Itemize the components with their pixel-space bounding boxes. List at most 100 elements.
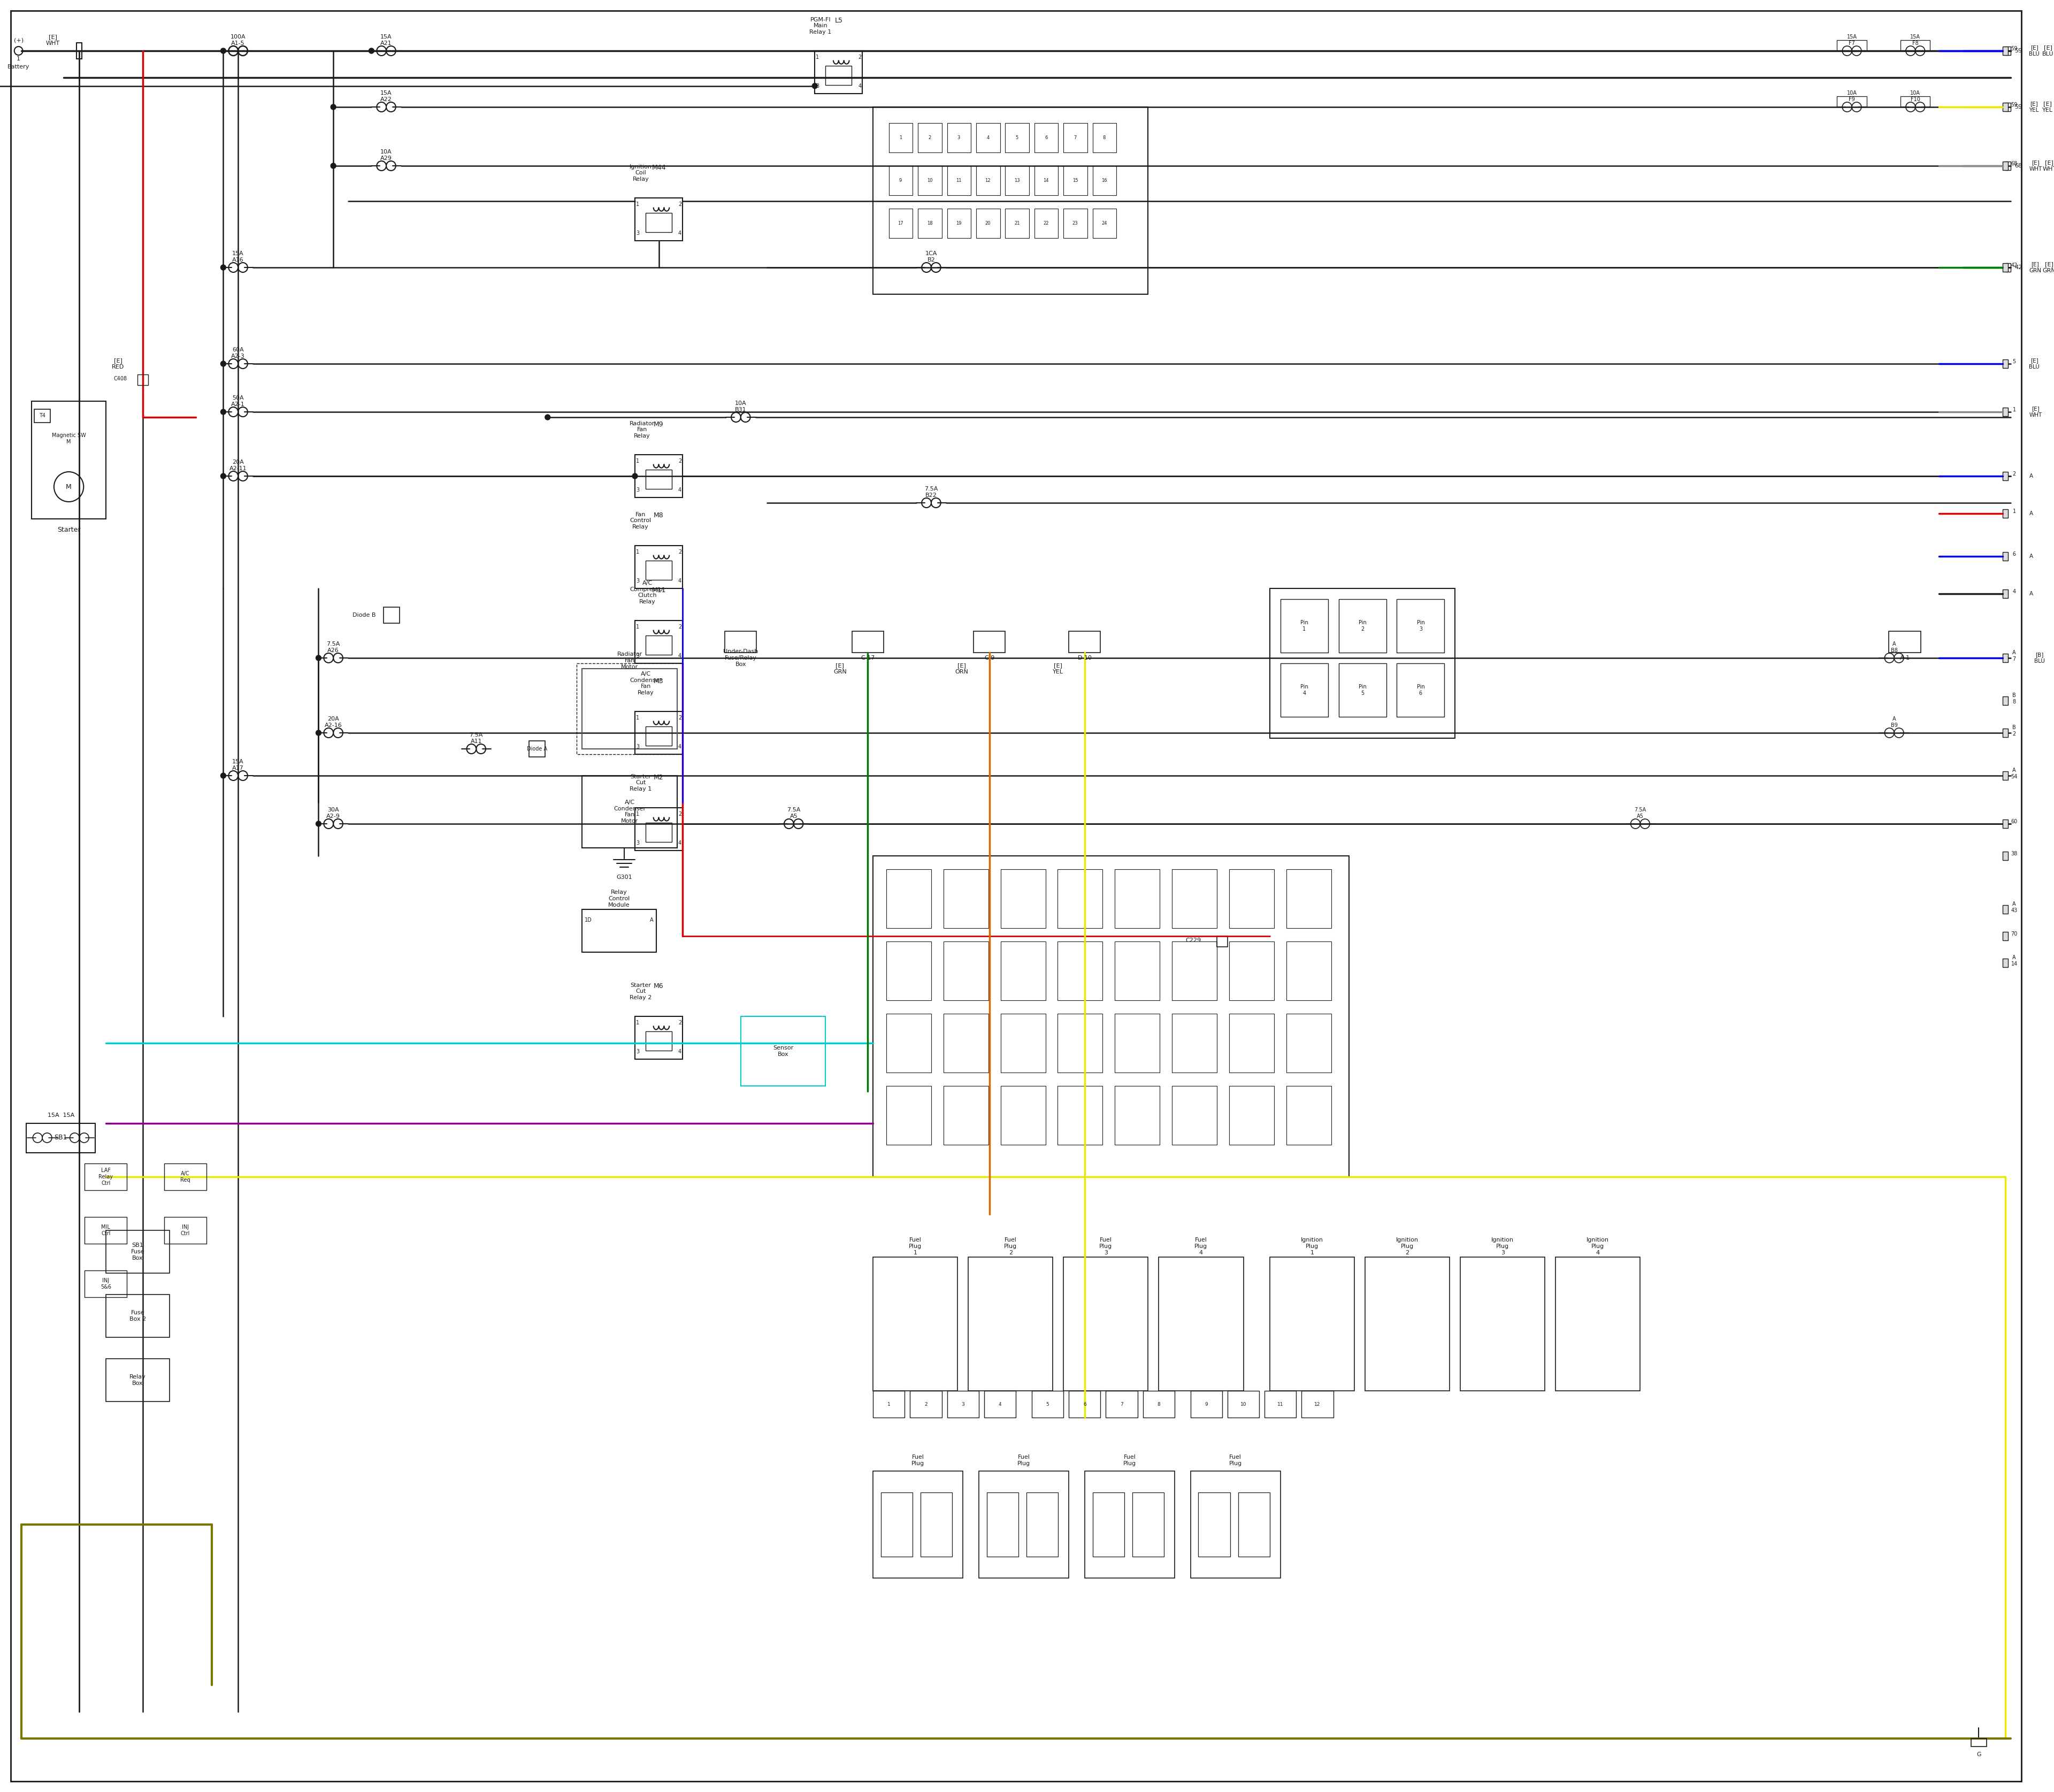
Text: 11: 11 [1278, 1401, 1284, 1407]
Bar [164, 1217, 205, 1244]
Bar [2005, 47, 2011, 56]
Text: Fuel
Plug
2: Fuel Plug 2 [1004, 1238, 1017, 1254]
Bar [1339, 599, 1386, 652]
Text: A
43: A 43 [2011, 901, 2017, 912]
Bar [2005, 263, 2011, 272]
Bar [1228, 869, 1273, 928]
Bar [1064, 208, 1087, 238]
Text: SB1
Fuse
Box: SB1 Fuse Box [131, 1244, 144, 1260]
Text: 8: 8 [1156, 1401, 1161, 1407]
Text: D 10: D 10 [1078, 656, 1091, 661]
Bar [1228, 941, 1273, 1000]
Bar [980, 1471, 1068, 1579]
Text: 17: 17 [898, 220, 904, 226]
Text: 59: 59 [2015, 104, 2023, 109]
Text: [E]
YEL: [E] YEL [2029, 100, 2040, 113]
Text: M2: M2 [653, 774, 663, 781]
Text: Under-Dash
Fuse/Relay
Box: Under-Dash Fuse/Relay Box [723, 649, 758, 667]
Bar [645, 636, 672, 654]
Text: Pin
3: Pin 3 [1417, 620, 1425, 631]
Text: 4: 4 [678, 487, 682, 493]
Bar [1093, 124, 1117, 152]
Text: Sensor
Box: Sensor Box [772, 1045, 793, 1057]
Bar [1132, 1493, 1165, 1557]
Bar [1064, 167, 1087, 195]
Text: 2: 2 [678, 459, 682, 464]
Circle shape [220, 772, 226, 778]
Text: M: M [66, 484, 72, 491]
Circle shape [331, 104, 337, 109]
Bar [1064, 124, 1087, 152]
Text: [E]
ORN: [E] ORN [955, 663, 967, 674]
Text: Pin
4: Pin 4 [1300, 685, 1308, 695]
Bar [1000, 869, 1045, 928]
Text: 7.5A
A5: 7.5A A5 [1635, 808, 1645, 819]
Text: 4: 4 [2013, 590, 2015, 595]
Text: 42: 42 [2011, 263, 2017, 269]
Bar [635, 1016, 682, 1059]
Circle shape [316, 656, 320, 661]
Bar [1000, 941, 1045, 1000]
Text: 3: 3 [637, 652, 639, 658]
Text: A
14: A 14 [2011, 955, 2017, 966]
Text: 23: 23 [1072, 220, 1078, 226]
Text: L5: L5 [834, 18, 842, 23]
Text: 50A
A2-1: 50A A2-1 [232, 396, 244, 407]
Text: Relay
Box: Relay Box [129, 1374, 146, 1385]
Bar [581, 909, 655, 952]
Text: 3: 3 [957, 134, 959, 140]
Text: Fuse
Box 2: Fuse Box 2 [129, 1310, 146, 1322]
Text: 5: 5 [1045, 1401, 1050, 1407]
Text: 3: 3 [637, 487, 639, 493]
Text: A: A [649, 918, 653, 923]
Text: M3: M3 [653, 677, 663, 685]
Bar [645, 1032, 672, 1050]
Bar [1286, 941, 1331, 1000]
Text: C 9: C 9 [984, 656, 994, 661]
Bar [889, 208, 912, 238]
Bar [645, 213, 672, 233]
Text: 15A
F7: 15A F7 [1847, 34, 1857, 47]
Text: [E]
GRN: [E] GRN [2042, 262, 2054, 272]
Text: M9: M9 [653, 421, 663, 428]
Bar [1972, 1738, 1986, 1747]
Text: 4: 4 [859, 82, 861, 88]
Bar [2003, 552, 2009, 561]
Bar [1265, 1391, 1296, 1417]
Text: 1: 1 [637, 202, 639, 208]
Bar [1302, 1391, 1333, 1417]
Text: 5: 5 [2013, 358, 2015, 364]
Text: 4: 4 [678, 840, 682, 846]
Bar [910, 1391, 943, 1417]
Text: A 1: A 1 [1900, 656, 1910, 661]
Text: Starter
Cut
Relay 1: Starter Cut Relay 1 [631, 774, 651, 792]
Bar [918, 124, 943, 152]
Text: 18: 18 [926, 220, 933, 226]
Text: A: A [2029, 511, 2033, 516]
Text: 5: 5 [1015, 134, 1019, 140]
Bar [852, 631, 883, 652]
Bar [1228, 1391, 1259, 1417]
Text: Pin
6: Pin 6 [1417, 685, 1425, 695]
Text: INJ
5&6: INJ 5&6 [101, 1278, 111, 1290]
Text: 4: 4 [986, 134, 990, 140]
Text: 20: 20 [986, 220, 990, 226]
Bar [1280, 599, 1329, 652]
Bar [1269, 1256, 1354, 1391]
Text: Starter
Cut
Relay 2: Starter Cut Relay 2 [631, 982, 651, 1000]
Text: Ignition
Plug
2: Ignition Plug 2 [1397, 1238, 1419, 1254]
Bar [27, 1124, 94, 1152]
Bar [645, 561, 672, 581]
Bar [1158, 1256, 1243, 1391]
Text: Fuel
Plug
4: Fuel Plug 4 [1195, 1238, 1208, 1254]
Bar [2003, 47, 2009, 56]
Bar [635, 545, 682, 588]
Bar [1027, 1493, 1058, 1557]
Text: [E]
BLU: [E] BLU [2042, 45, 2054, 57]
Bar [947, 1391, 980, 1417]
Bar [635, 197, 682, 240]
Bar [1004, 208, 1029, 238]
Text: 8: 8 [1103, 134, 1105, 140]
Text: 2: 2 [678, 812, 682, 817]
Text: 1: 1 [637, 715, 639, 720]
